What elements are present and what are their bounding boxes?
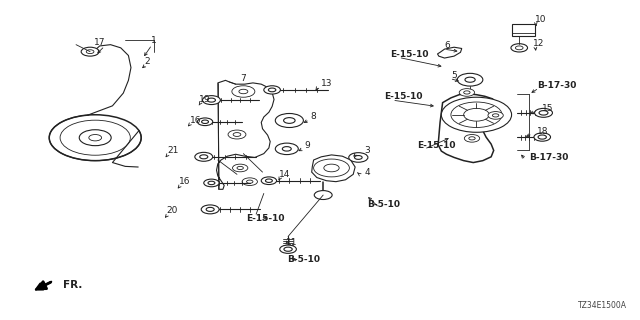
Circle shape xyxy=(488,112,503,119)
Circle shape xyxy=(239,89,248,94)
Text: 20: 20 xyxy=(166,206,177,215)
Circle shape xyxy=(268,88,276,92)
Circle shape xyxy=(324,164,339,172)
Text: 10: 10 xyxy=(534,15,546,24)
Circle shape xyxy=(460,89,474,96)
Text: 3: 3 xyxy=(365,146,371,155)
Circle shape xyxy=(207,98,216,102)
Circle shape xyxy=(201,205,219,214)
Circle shape xyxy=(464,108,489,121)
Text: E-15-10: E-15-10 xyxy=(390,50,429,59)
Circle shape xyxy=(266,179,273,182)
Circle shape xyxy=(284,247,292,251)
Circle shape xyxy=(534,108,552,117)
Circle shape xyxy=(86,50,94,53)
Circle shape xyxy=(355,156,362,159)
Circle shape xyxy=(195,152,212,161)
Circle shape xyxy=(442,97,511,132)
Text: 7: 7 xyxy=(241,74,246,83)
Text: 16: 16 xyxy=(179,177,190,186)
Text: 12: 12 xyxy=(533,39,545,48)
Circle shape xyxy=(81,47,99,56)
Text: 4: 4 xyxy=(365,168,371,177)
Circle shape xyxy=(228,130,246,139)
Circle shape xyxy=(232,164,248,172)
Circle shape xyxy=(451,102,502,127)
Circle shape xyxy=(314,159,349,177)
Circle shape xyxy=(200,155,208,159)
Circle shape xyxy=(275,143,298,155)
Text: B-5-10: B-5-10 xyxy=(287,255,320,264)
Circle shape xyxy=(539,111,548,115)
Circle shape xyxy=(468,137,475,140)
Circle shape xyxy=(232,86,255,97)
Circle shape xyxy=(264,86,280,94)
Circle shape xyxy=(197,118,212,125)
Circle shape xyxy=(233,132,241,136)
Text: FR.: FR. xyxy=(63,280,83,290)
Polygon shape xyxy=(438,47,462,58)
Circle shape xyxy=(49,115,141,161)
Circle shape xyxy=(206,207,214,212)
Circle shape xyxy=(458,73,483,86)
Circle shape xyxy=(246,180,253,183)
Polygon shape xyxy=(438,94,500,163)
Text: B-17-30: B-17-30 xyxy=(537,81,577,90)
Text: 6: 6 xyxy=(445,41,451,51)
Circle shape xyxy=(314,191,332,199)
Text: 16: 16 xyxy=(189,116,201,125)
Text: 21: 21 xyxy=(168,146,179,155)
Polygon shape xyxy=(312,155,355,182)
Text: 1: 1 xyxy=(151,36,157,45)
Circle shape xyxy=(538,135,547,139)
Circle shape xyxy=(60,120,131,155)
Circle shape xyxy=(79,130,111,146)
Polygon shape xyxy=(216,80,274,189)
Text: B-5-10: B-5-10 xyxy=(367,200,401,209)
Text: 11: 11 xyxy=(285,238,297,247)
Circle shape xyxy=(89,134,102,141)
Circle shape xyxy=(202,120,209,124)
Text: 5: 5 xyxy=(451,71,457,80)
Text: 2: 2 xyxy=(145,57,150,66)
Text: 15: 15 xyxy=(542,104,554,113)
Text: E-15-10: E-15-10 xyxy=(384,92,422,101)
Text: 8: 8 xyxy=(311,113,317,122)
Circle shape xyxy=(511,44,527,52)
Circle shape xyxy=(242,178,257,186)
Text: E-15-10: E-15-10 xyxy=(246,214,285,223)
Text: E-15-10: E-15-10 xyxy=(417,141,456,150)
Circle shape xyxy=(261,177,276,185)
Circle shape xyxy=(349,153,368,162)
Text: 19: 19 xyxy=(199,95,211,104)
Text: 13: 13 xyxy=(321,79,332,88)
Circle shape xyxy=(204,179,219,187)
Circle shape xyxy=(237,166,243,170)
Circle shape xyxy=(275,114,303,127)
Text: TZ34E1500A: TZ34E1500A xyxy=(577,301,627,310)
Circle shape xyxy=(284,118,295,123)
Circle shape xyxy=(202,96,220,105)
Circle shape xyxy=(534,133,550,141)
Circle shape xyxy=(208,181,215,185)
Text: 9: 9 xyxy=(305,141,310,150)
Text: 18: 18 xyxy=(537,127,548,136)
Circle shape xyxy=(515,46,523,50)
Circle shape xyxy=(464,91,470,94)
Circle shape xyxy=(465,77,475,82)
Circle shape xyxy=(282,147,291,151)
Circle shape xyxy=(465,134,479,142)
Circle shape xyxy=(492,114,499,117)
Text: 14: 14 xyxy=(279,170,291,179)
FancyBboxPatch shape xyxy=(511,24,534,36)
Text: 17: 17 xyxy=(94,38,106,47)
Circle shape xyxy=(280,245,296,253)
Text: B-17-30: B-17-30 xyxy=(529,153,569,162)
